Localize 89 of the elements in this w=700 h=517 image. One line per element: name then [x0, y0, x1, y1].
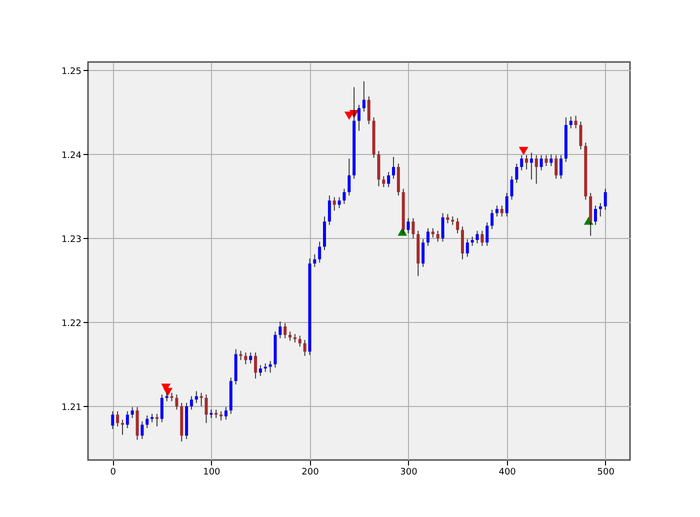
candlestick	[490, 209, 494, 230]
candlestick	[239, 350, 242, 361]
candlestick	[534, 154, 538, 184]
candlestick	[431, 228, 434, 238]
candlestick	[426, 228, 430, 246]
candlestick	[560, 154, 563, 180]
candlestick	[530, 152, 533, 180]
candlestick	[579, 121, 582, 150]
y-tick-label: 1.21	[61, 402, 82, 413]
x-tick-label: 200	[302, 468, 320, 478]
candlestick	[412, 218, 415, 239]
candlestick	[194, 390, 198, 404]
candlestick	[436, 230, 440, 242]
candlestick	[175, 394, 178, 410]
candlestick	[284, 322, 287, 339]
candlestick	[594, 205, 598, 226]
x-tick-label: 100	[203, 468, 221, 478]
candlestick	[288, 331, 292, 342]
candlestick	[249, 352, 252, 364]
candlestick	[486, 222, 489, 246]
candlestick	[204, 394, 208, 424]
candlestick	[540, 154, 543, 171]
candlestick	[550, 154, 553, 167]
candlestick	[470, 236, 474, 246]
candlestick	[116, 410, 120, 427]
candlestick	[569, 116, 572, 129]
candlestick	[544, 154, 548, 167]
candlestick	[254, 352, 258, 380]
candlestick	[220, 410, 223, 422]
candlestick	[574, 115, 578, 129]
candlestick	[406, 218, 410, 234]
candlestick	[510, 176, 514, 200]
candlestick	[120, 419, 124, 436]
candlestick	[476, 230, 479, 244]
y-tick-label: 1.24	[61, 150, 82, 161]
y-tick-label: 1.25	[61, 66, 82, 77]
candlestick	[446, 213, 450, 224]
candlestick	[160, 394, 164, 423]
candlestick	[466, 238, 469, 258]
candlestick	[554, 154, 558, 180]
candlestick	[313, 254, 316, 268]
candlestick	[155, 413, 158, 427]
candlestick	[367, 96, 370, 125]
candlestick	[200, 392, 203, 407]
candlestick	[338, 196, 341, 209]
candlestick	[278, 320, 282, 339]
candlestick	[298, 335, 302, 348]
candlestick	[460, 226, 464, 260]
candlestick	[362, 80, 366, 112]
candlestick	[456, 218, 460, 234]
candlestick	[342, 188, 346, 204]
candlestick	[358, 104, 360, 132]
candlestick	[244, 352, 248, 365]
candlestick	[328, 195, 331, 226]
candlestick	[140, 420, 144, 440]
x-tick-label: 500	[597, 468, 615, 478]
point	[163, 388, 173, 396]
candlestick	[525, 154, 528, 170]
candlestick	[258, 364, 262, 377]
candlestick	[303, 339, 306, 356]
candlestick	[382, 176, 386, 188]
candlestick	[190, 396, 193, 410]
candlestick	[332, 196, 336, 212]
candlestick	[111, 410, 114, 430]
point	[518, 146, 528, 156]
candlestick	[318, 241, 322, 264]
candlestick	[604, 188, 607, 210]
y-tick-label: 1.22	[61, 318, 82, 329]
candlestick	[130, 406, 134, 419]
x-tick-label: 300	[400, 468, 418, 478]
candlestick	[515, 163, 518, 184]
candlestick	[480, 230, 484, 246]
candlestick	[224, 406, 228, 420]
candlestick	[520, 154, 524, 171]
candlestick	[387, 171, 390, 188]
candlestick	[146, 415, 149, 429]
candlestick	[422, 238, 425, 268]
x-tick-label: 400	[498, 468, 516, 478]
candlestick	[598, 202, 602, 217]
candlestick	[441, 212, 444, 242]
y-tick-label: 1.23	[61, 234, 82, 245]
candlestick	[392, 156, 395, 180]
candlestick	[500, 205, 504, 217]
candlestick	[505, 192, 508, 217]
candlestick	[268, 360, 272, 374]
candlestick	[495, 205, 498, 217]
x-tick-label: 0	[110, 468, 116, 478]
candlestick	[126, 410, 129, 429]
candlestick	[348, 158, 351, 196]
